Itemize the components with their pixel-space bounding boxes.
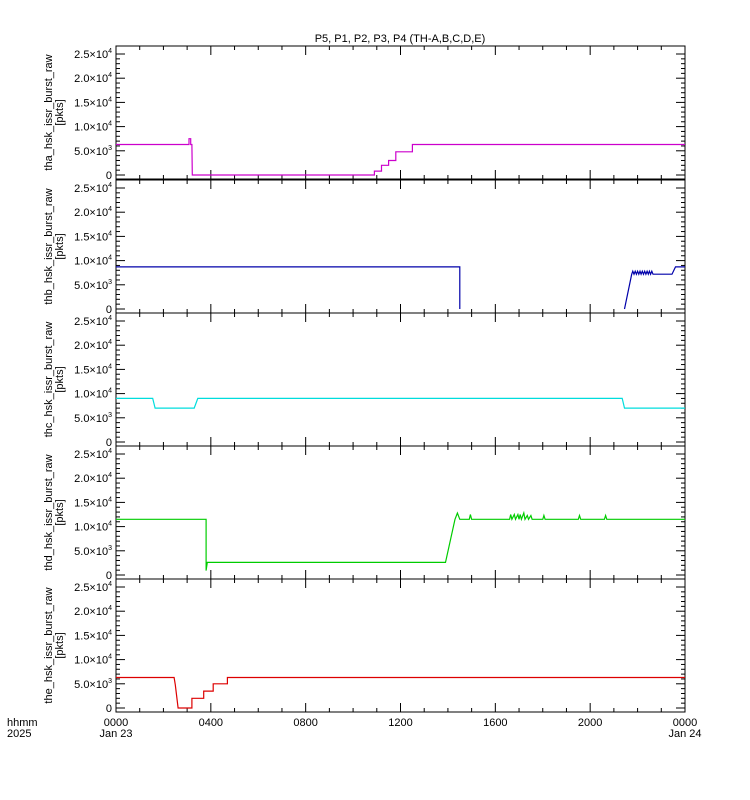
panel-2: 0 5.0×103 1.0×104 1.5×104 2.0×104 2.5×104 thb_… [43,179,686,316]
y-axis-unit: [pkts] [54,99,66,125]
series-line [116,510,685,571]
y-tick-label: 5.0×103 [74,412,112,425]
y-tick-label: 2.5×104 [74,48,112,61]
y-tick-label: 1.5×104 [74,230,112,243]
y-tick-label: 0 [106,170,112,182]
x-date-left: Jan 23 [99,728,132,740]
y-tick-label: 2.0×104 [74,72,112,85]
x-tick-label: 0800 [293,717,317,729]
y-axis-unit: [pkts] [54,366,66,392]
y-axis-label: thc_hsk_issr_burst_raw [43,322,55,438]
chart-title: P5, P1, P2, P3, P4 (TH-A,B,C,D,E) [315,33,486,45]
y-tick-label: 0 [106,703,112,715]
y-axis-label: thb_hsk_issr_burst_raw [43,188,55,304]
x-axis-format-label: hhmm [7,717,38,729]
y-tick-label: 1.5×104 [74,496,112,509]
panel-4: 0 5.0×103 1.0×104 1.5×104 2.0×104 2.5×104 thd_… [43,445,686,582]
y-tick-label: 5.0×103 [74,545,112,558]
panel-frame [115,445,686,580]
x-tick-label: 0400 [199,717,223,729]
y-tick-label: 5.0×103 [74,678,112,691]
y-tick-label: 2.0×104 [74,206,112,219]
panel-3: 0 5.0×103 1.0×104 1.5×104 2.0×104 2.5×104 thc_… [43,312,686,449]
y-tick-label: 1.0×104 [74,521,112,534]
series-line [116,138,685,176]
y-axis-label: the_hsk_issr_burst_raw [43,587,55,703]
y-tick-label: 1.5×104 [74,629,112,642]
y-tick-label: 0 [106,570,112,582]
y-tick-label: 2.5×104 [74,182,112,195]
y-tick-label: 2.0×104 [74,339,112,352]
y-axis-unit: [pkts] [54,632,66,658]
panel-frame [115,578,686,713]
y-tick-label: 2.5×104 [74,315,112,328]
y-tick-label: 1.0×104 [74,255,112,268]
series-line [623,266,685,310]
series-line [116,397,685,409]
x-tick-label: 1200 [388,717,412,729]
y-tick-label: 1.0×104 [74,654,112,667]
y-tick-label: 1.0×104 [74,121,112,134]
series-line [116,676,685,709]
panel-5: 0 5.0×103 1.0×104 1.5×104 2.0×104 2.5×104 the_… [43,578,686,715]
panel-frame [115,312,686,447]
y-axis-label: tha_hsk_issr_burst_raw [43,54,55,170]
panel-1: 0 5.0×103 1.0×104 1.5×104 2.0×104 2.5×104 tha_… [43,45,686,182]
y-tick-label: 2.5×104 [74,581,112,594]
x-tick-label: 1600 [483,717,507,729]
series-line [116,266,461,309]
x-axis-year-label: 2025 [7,728,31,740]
x-date-right: Jan 24 [668,728,701,740]
y-tick-label: 2.5×104 [74,448,112,461]
y-tick-label: 5.0×103 [74,279,112,292]
y-axis-label: thd_hsk_issr_burst_raw [43,454,55,570]
y-tick-label: 0 [106,437,112,449]
panel-frame [115,45,686,180]
y-tick-label: 5.0×103 [74,145,112,158]
y-tick-label: 0 [106,304,112,316]
y-tick-label: 2.0×104 [74,472,112,485]
y-tick-label: 1.5×104 [74,96,112,109]
y-axis-unit: [pkts] [54,499,66,525]
y-tick-label: 2.0×104 [74,605,112,618]
y-tick-label: 1.5×104 [74,363,112,376]
x-tick-label: 0000 [673,717,697,729]
x-tick-label: 2000 [578,717,602,729]
x-tick-label: 0000 [104,717,128,729]
panel-frame [115,179,686,314]
y-axis-unit: [pkts] [54,233,66,259]
y-tick-label: 1.0×104 [74,388,112,401]
